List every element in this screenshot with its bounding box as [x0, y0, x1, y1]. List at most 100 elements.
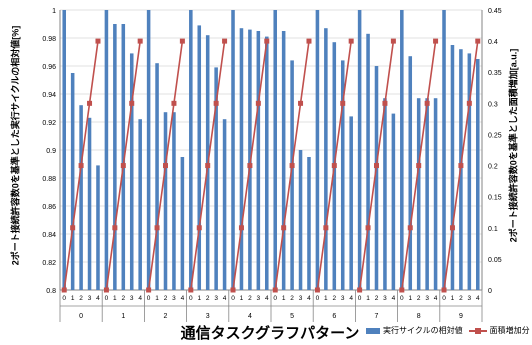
x-subcategory-label: 4 [265, 295, 269, 302]
bar [189, 10, 193, 290]
x-subcategory-label: 0 [147, 295, 151, 302]
area-marker [87, 100, 93, 106]
legend-item-line: 面積増加分 [468, 325, 530, 336]
bar [281, 31, 286, 290]
x-subcategory-label: 0 [62, 295, 66, 302]
area-marker [78, 163, 84, 169]
x-group-label: 0 [79, 313, 83, 320]
x-group-label: 4 [248, 313, 252, 320]
legend-line-label: 面積増加分 [489, 326, 530, 335]
area-marker [120, 163, 126, 169]
bar [104, 10, 109, 290]
x-subcategory-label: 1 [71, 295, 75, 302]
y-tick-label-left: 0.88 [42, 176, 56, 183]
x-subcategory-label: 1 [197, 295, 201, 302]
x-axis-title: 通信タスクグラフパターン [180, 325, 360, 342]
x-subcategory-label: 1 [240, 295, 244, 302]
area-marker [331, 163, 337, 169]
bar [374, 66, 379, 290]
x-group-label: 8 [417, 313, 421, 320]
bar [416, 98, 421, 290]
area-marker [466, 100, 472, 106]
area-marker [289, 163, 295, 169]
area-marker [374, 163, 379, 169]
y-tick-label-left: 0.94 [42, 92, 56, 99]
legend-bar-label: 実行サイクルの相対値 [383, 326, 463, 335]
y-tick-label-left: 0.84 [42, 232, 56, 239]
x-subcategory-label: 0 [400, 295, 404, 302]
x-subcategory-label: 2 [206, 295, 210, 302]
x-subcategory-label: 4 [96, 295, 100, 302]
area-marker [340, 100, 346, 106]
x-subcategory-label: 0 [231, 295, 235, 302]
bar [442, 10, 446, 290]
x-subcategory-label: 2 [332, 295, 336, 302]
x-subcategory-label: 4 [223, 295, 227, 302]
y-tick-label-left: 0.82 [42, 260, 56, 267]
area-marker [433, 38, 439, 44]
y-tick-label-left: 0.86 [42, 204, 56, 211]
y-axis-title-right: 2ポート接続許容数0を基準とした面積増加[a.u.] [504, 0, 524, 290]
x-subcategory-label: 3 [299, 295, 303, 302]
x-group-label: 5 [290, 313, 294, 320]
x-subcategory-label: 2 [375, 295, 379, 302]
area-marker [103, 287, 109, 293]
y-axis-title-right-text: 2ポート接続許容数0を基準とした面積増加[a.u.] [508, 48, 519, 242]
x-subcategory-label: 4 [349, 295, 353, 302]
area-marker [179, 38, 185, 44]
y-tick-label-right: 0.35 [488, 70, 502, 77]
x-subcategory-label: 4 [138, 295, 142, 302]
legend-bar-swatch [366, 327, 380, 334]
bar [163, 112, 168, 290]
area-marker [95, 38, 101, 44]
x-subcategory-label: 1 [451, 295, 455, 302]
area-marker [70, 225, 76, 231]
y-tick-label-right: 0.2 [488, 164, 498, 171]
x-subcategory-label: 1 [324, 295, 328, 302]
area-marker [213, 100, 219, 106]
area-marker [390, 38, 396, 44]
bar [425, 98, 429, 290]
area-marker [230, 287, 236, 293]
area-marker [306, 38, 312, 44]
x-subcategory-label: 4 [476, 295, 480, 302]
x-group-label: 1 [121, 313, 125, 320]
x-subcategory-label: 2 [121, 295, 125, 302]
x-subcategory-label: 3 [425, 295, 429, 302]
x-subcategory-label: 2 [290, 295, 294, 302]
area-marker [348, 38, 354, 44]
y-tick-label-left: 0.8 [46, 288, 56, 295]
area-marker [255, 100, 261, 106]
bar [239, 28, 244, 290]
x-subcategory-label: 1 [282, 295, 286, 302]
area-marker [407, 225, 413, 231]
area-marker [205, 163, 211, 169]
x-group-label: 2 [164, 313, 168, 320]
area-marker [163, 163, 168, 169]
bar [349, 116, 353, 291]
bar [172, 112, 176, 290]
area-marker [61, 287, 67, 293]
legend: 実行サイクルの相対値 面積増加分 [366, 325, 530, 336]
x-subcategory-label: 3 [468, 295, 472, 302]
legend-line-swatch [468, 327, 487, 335]
area-marker [314, 287, 320, 293]
bar [315, 10, 320, 290]
bar [146, 10, 151, 290]
bar [400, 10, 404, 290]
x-subcategory-label: 2 [79, 295, 83, 302]
bar [129, 53, 134, 291]
x-subcategory-label: 4 [392, 295, 396, 302]
area-marker [171, 100, 177, 106]
bar [96, 165, 100, 290]
x-subcategory-label: 3 [88, 295, 92, 302]
bar [324, 28, 328, 290]
bar [256, 31, 261, 290]
area-marker [112, 225, 118, 231]
x-group-label: 3 [206, 313, 210, 320]
x-subcategory-label: 3 [383, 295, 387, 302]
y-tick-label-left: 0.92 [42, 120, 56, 127]
x-subcategory-label: 0 [273, 295, 277, 302]
bar [307, 157, 311, 290]
